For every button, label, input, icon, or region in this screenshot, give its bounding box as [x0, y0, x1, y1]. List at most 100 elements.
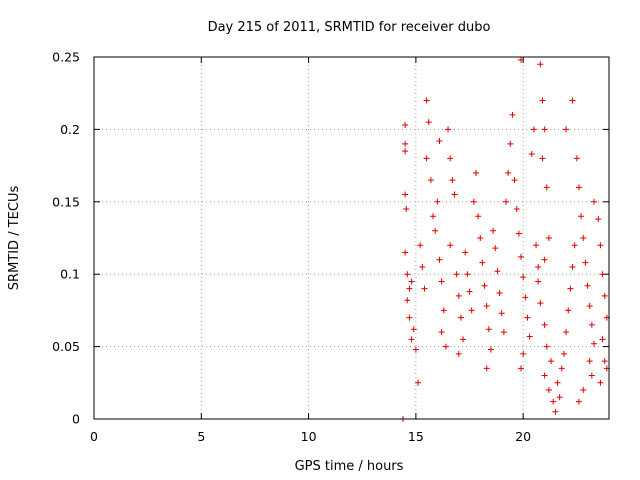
data-point	[498, 310, 505, 317]
data-point	[406, 285, 413, 292]
data-point	[543, 184, 550, 191]
data-point	[496, 290, 503, 297]
data-point	[515, 230, 522, 237]
data-point	[595, 216, 602, 223]
data-point	[541, 256, 548, 263]
data-point	[430, 213, 437, 220]
data-point	[402, 140, 409, 147]
data-point	[518, 253, 525, 260]
data-point	[526, 333, 533, 340]
chart-title: Day 215 of 2011, SRMTID for receiver dub…	[208, 20, 491, 35]
data-point	[445, 126, 452, 133]
data-point	[492, 245, 499, 252]
data-point	[599, 336, 606, 343]
data-point	[509, 111, 516, 118]
data-point	[597, 242, 604, 249]
x-tick-label: 5	[197, 429, 205, 444]
data-point	[470, 198, 477, 205]
x-tick-label: 0	[90, 429, 98, 444]
data-point	[412, 346, 419, 353]
data-point	[590, 198, 597, 205]
y-axis-label: SRMTID / TECUs	[7, 186, 22, 291]
data-point	[520, 350, 527, 357]
data-point	[599, 271, 606, 278]
data-points	[400, 56, 610, 422]
data-point	[449, 177, 456, 184]
data-point	[438, 278, 445, 285]
data-point	[511, 177, 518, 184]
data-point	[436, 256, 443, 263]
data-point	[419, 263, 426, 270]
data-point	[466, 288, 473, 295]
y-tick-label: 0.1	[60, 267, 80, 282]
data-point	[563, 329, 570, 336]
data-point	[432, 227, 439, 234]
data-point	[569, 97, 576, 104]
data-point	[571, 242, 578, 249]
data-point	[584, 282, 591, 289]
data-point	[552, 408, 559, 415]
data-point	[539, 97, 546, 104]
data-point	[464, 271, 471, 278]
data-point	[563, 126, 570, 133]
data-point	[520, 274, 527, 281]
data-point	[586, 303, 593, 310]
data-point	[408, 336, 415, 343]
axis-ticks	[93, 56, 609, 420]
data-point	[539, 155, 546, 162]
data-point	[410, 326, 417, 333]
data-point	[475, 213, 482, 220]
data-point	[524, 314, 531, 321]
data-point	[402, 122, 409, 129]
data-point	[483, 303, 490, 310]
data-point	[472, 169, 479, 176]
data-point	[427, 177, 434, 184]
data-point	[490, 227, 497, 234]
data-point	[530, 126, 537, 133]
data-point	[442, 343, 449, 350]
y-tick-label: 0	[72, 412, 80, 427]
data-point	[545, 235, 552, 241]
data-point	[477, 235, 484, 241]
data-point	[558, 365, 565, 372]
data-point	[586, 358, 593, 365]
data-point	[513, 206, 520, 213]
data-point	[588, 321, 595, 328]
data-point	[451, 191, 458, 198]
data-point	[507, 140, 514, 147]
data-point	[575, 398, 582, 405]
data-point	[479, 259, 486, 266]
data-point	[580, 235, 587, 241]
data-point	[590, 340, 597, 347]
data-point	[597, 379, 604, 386]
data-point	[462, 249, 469, 256]
data-point	[582, 259, 589, 266]
data-point	[541, 372, 548, 379]
data-point	[404, 271, 411, 278]
data-point	[550, 398, 557, 405]
data-point	[402, 191, 409, 198]
x-tick-label: 15	[408, 429, 424, 444]
data-point	[541, 126, 548, 133]
x-axis-label: GPS time / hours	[295, 459, 404, 474]
data-point	[423, 155, 430, 162]
data-point	[528, 151, 535, 158]
data-point	[434, 198, 441, 205]
data-point	[575, 184, 582, 191]
x-tick-label: 10	[301, 429, 317, 444]
data-point	[455, 350, 462, 357]
data-point	[468, 307, 475, 314]
data-point	[404, 297, 411, 304]
data-point	[588, 372, 595, 379]
data-point	[438, 329, 445, 336]
data-point	[483, 365, 490, 372]
data-point	[485, 326, 492, 333]
data-point	[518, 56, 525, 63]
data-point	[408, 278, 415, 285]
plot-frame	[93, 56, 610, 420]
data-point	[402, 249, 409, 256]
data-point	[573, 155, 580, 162]
data-point	[494, 268, 501, 275]
data-point	[556, 394, 563, 401]
